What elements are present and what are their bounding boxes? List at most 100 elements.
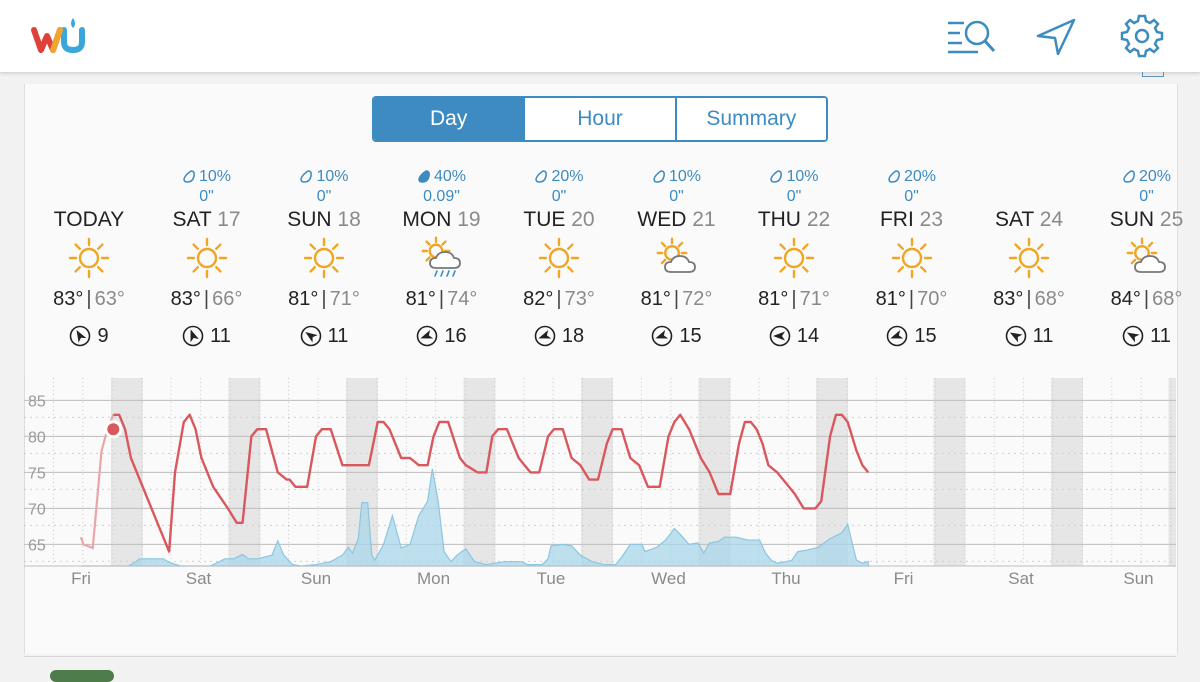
precip-chance-value: 20% bbox=[1139, 168, 1171, 186]
wind: 15 bbox=[618, 324, 736, 348]
wind: 15 bbox=[853, 324, 971, 348]
day-date: 20 bbox=[571, 208, 594, 231]
wind-direction-icon bbox=[651, 325, 673, 347]
location-arrow-icon[interactable] bbox=[1030, 14, 1082, 58]
low-temp: 63° bbox=[95, 288, 125, 310]
y-tick-label: 80 bbox=[28, 429, 46, 446]
sunny-icon bbox=[537, 236, 581, 280]
low-temp: 72° bbox=[682, 288, 712, 310]
high-temp: 81° bbox=[288, 288, 318, 310]
precip-chance-value: 10% bbox=[786, 168, 818, 186]
sunny-icon bbox=[1007, 236, 1051, 280]
raindrop-icon bbox=[769, 170, 783, 184]
low-temp: 68° bbox=[1152, 288, 1182, 310]
precip-chance: 40% bbox=[383, 167, 501, 187]
wind-direction-icon bbox=[886, 325, 908, 347]
x-tick-label: Sat bbox=[186, 569, 212, 588]
daily-forecast-row: TODAY 83°|63° 9 10% 0" SAT 17 83°|66° 11… bbox=[30, 164, 1200, 354]
day-column[interactable]: SAT 24 83°|68° 11 bbox=[970, 164, 1088, 354]
low-temp: 74° bbox=[447, 288, 477, 310]
day-column[interactable]: 20% 0" SUN 25 84°|68° 11 bbox=[1088, 164, 1200, 354]
bottom-badge bbox=[50, 670, 114, 682]
wind-direction-icon bbox=[416, 325, 438, 347]
raindrop-icon bbox=[652, 170, 666, 184]
day-name: TUE bbox=[523, 208, 565, 231]
precip-chance-value: 20% bbox=[551, 168, 583, 186]
sunny-icon bbox=[302, 236, 346, 280]
precip-amount: 0.09" bbox=[383, 188, 501, 208]
precip-amount bbox=[970, 188, 1088, 208]
precip-amount: 0" bbox=[1088, 188, 1200, 208]
high-temp: 84° bbox=[1111, 288, 1141, 310]
day-column[interactable]: TODAY 83°|63° 9 bbox=[30, 164, 148, 354]
low-temp: 73° bbox=[565, 288, 595, 310]
wind-direction-icon bbox=[1005, 325, 1027, 347]
high-temp: 81° bbox=[758, 288, 788, 310]
day-label: SUN 25 bbox=[1078, 208, 1200, 232]
day-date: 22 bbox=[807, 208, 830, 231]
tab-hour[interactable]: Hour bbox=[525, 98, 676, 140]
x-tick-label: Sun bbox=[301, 569, 331, 588]
precip-chance: 20% bbox=[853, 167, 971, 187]
y-tick-label: 75 bbox=[28, 465, 46, 482]
day-name: TODAY bbox=[54, 208, 124, 231]
high-temp: 83° bbox=[993, 288, 1023, 310]
high-temp: 82° bbox=[523, 288, 553, 310]
top-bar bbox=[0, 0, 1200, 73]
day-name: THU bbox=[758, 208, 801, 231]
precip-amount: 0" bbox=[735, 188, 853, 208]
day-column[interactable]: 20% 0" TUE 20 82°|73° 18 bbox=[500, 164, 618, 354]
x-tick-label: Fri bbox=[894, 569, 914, 588]
day-name: SUN bbox=[1110, 208, 1154, 231]
day-column[interactable]: 10% 0" SAT 17 83°|66° 11 bbox=[148, 164, 266, 354]
x-tick-label: Thu bbox=[771, 569, 800, 588]
low-temp: 70° bbox=[917, 288, 947, 310]
wind: 11 bbox=[265, 324, 383, 348]
tab-summary[interactable]: Summary bbox=[677, 98, 826, 140]
precip-chance-value: 40% bbox=[434, 168, 466, 186]
day-date: 21 bbox=[692, 208, 715, 231]
wind-speed: 15 bbox=[914, 325, 936, 348]
precip-amount: 0" bbox=[853, 188, 971, 208]
wind-direction-icon bbox=[300, 325, 322, 347]
wind: 14 bbox=[735, 324, 853, 348]
partly-cloudy-icon bbox=[1125, 236, 1169, 280]
day-name: SUN bbox=[287, 208, 331, 231]
day-name: FRI bbox=[880, 208, 914, 231]
day-column[interactable]: 10% 0" THU 22 81°|71° 14 bbox=[735, 164, 853, 354]
wind-direction-icon bbox=[69, 325, 91, 347]
day-column[interactable]: 20% 0" FRI 23 81°|70° 15 bbox=[853, 164, 971, 354]
current-marker[interactable] bbox=[107, 423, 119, 435]
wind-speed: 18 bbox=[562, 325, 584, 348]
y-tick-label: 85 bbox=[28, 393, 46, 410]
day-column[interactable]: 40% 0.09" MON 19 81°|74° 16 bbox=[383, 164, 501, 354]
low-temp: 68° bbox=[1035, 288, 1065, 310]
view-toggle: Day Hour Summary bbox=[372, 96, 828, 142]
wind: 11 bbox=[970, 324, 1088, 348]
precip-amount: 0" bbox=[500, 188, 618, 208]
x-tick-label: Sat bbox=[1008, 569, 1034, 588]
low-temp: 71° bbox=[330, 288, 360, 310]
day-date: 17 bbox=[217, 208, 240, 231]
wu-logo-icon[interactable] bbox=[30, 14, 92, 58]
precip-chance: 10% bbox=[735, 167, 853, 187]
sun-cloud-rain-icon bbox=[420, 236, 464, 280]
x-tick-label: Wed bbox=[651, 569, 686, 588]
wind-direction-icon bbox=[1122, 325, 1144, 347]
gear-icon[interactable] bbox=[1116, 14, 1168, 58]
wind: 18 bbox=[500, 324, 618, 348]
tab-day[interactable]: Day bbox=[374, 98, 525, 140]
precip-chance: 10% bbox=[618, 167, 736, 187]
y-tick-label: 70 bbox=[28, 501, 46, 518]
list-search-icon[interactable] bbox=[944, 14, 996, 58]
wind-speed: 16 bbox=[444, 325, 466, 348]
day-column[interactable]: 10% 0" WED 21 81°|72° 15 bbox=[618, 164, 736, 354]
sunny-icon bbox=[890, 236, 934, 280]
day-column[interactable]: 10% 0" SUN 18 81°|71° 11 bbox=[265, 164, 383, 354]
precip-amount: 0" bbox=[265, 188, 383, 208]
precip-amount: 0" bbox=[148, 188, 266, 208]
wind: 11 bbox=[1088, 324, 1200, 348]
high-temp: 81° bbox=[406, 288, 436, 310]
raindrop-icon bbox=[182, 170, 196, 184]
day-name: MON bbox=[402, 208, 451, 231]
